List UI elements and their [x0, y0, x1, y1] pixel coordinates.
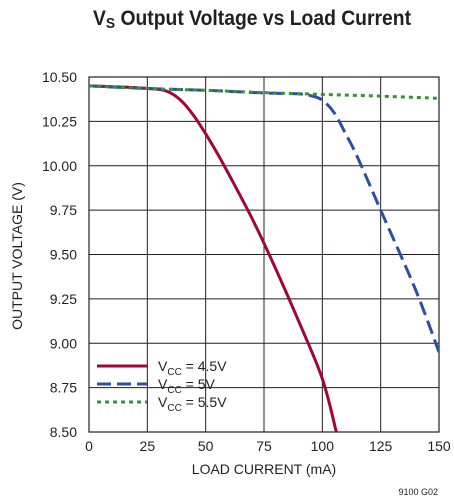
legend-label: VCC = 4.5V — [158, 358, 227, 378]
y-tick-label: 10.25 — [42, 113, 77, 129]
x-axis-label: LOAD CURRENT (mA) — [192, 461, 336, 477]
x-tick-label: 25 — [140, 438, 156, 454]
y-tick-label: 9.00 — [50, 335, 77, 351]
series-lines — [89, 84, 439, 432]
y-tick-label: 9.75 — [50, 202, 77, 218]
y-tick-label: 9.25 — [50, 291, 77, 307]
x-tick-label: 50 — [198, 438, 214, 454]
series-line-3 — [89, 84, 439, 100]
y-tick-label: 10.00 — [42, 158, 77, 174]
chart-title: VS Output Voltage vs Load Current — [93, 7, 412, 32]
legend-label: VCC = 5.5V — [158, 394, 227, 414]
grid — [88, 76, 440, 433]
x-tick-labels: 0 25 50 75 100 125 150 — [85, 438, 451, 454]
x-tick-label: 0 — [85, 438, 93, 454]
x-tick-label: 75 — [256, 438, 272, 454]
x-tick-label: 125 — [369, 438, 393, 454]
x-tick-label: 100 — [311, 438, 335, 454]
y-tick-label: 9.50 — [50, 247, 77, 263]
legend-label: VCC = 5V — [158, 376, 216, 396]
figure-id: 9100 G02 — [398, 487, 438, 497]
plot-frame — [88, 76, 440, 433]
y-axis-label: OUTPUT VOLTAGE (V) — [9, 182, 25, 330]
y-tick-label: 8.75 — [50, 380, 77, 396]
y-tick-label: 10.50 — [42, 69, 77, 85]
series-line-2 — [89, 84, 439, 353]
y-tick-label: 8.50 — [50, 424, 77, 440]
y-tick-labels: 8.50 8.75 9.00 9.25 9.50 9.75 10.00 10.25 10.50 — [42, 69, 77, 440]
x-tick-label: 150 — [427, 438, 451, 454]
